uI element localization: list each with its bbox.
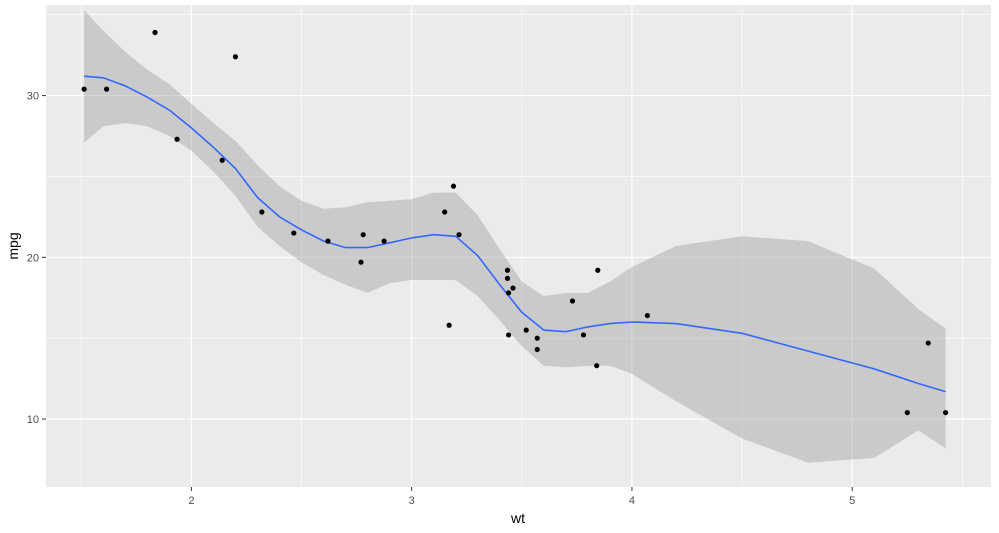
y-tick-label: 30 xyxy=(27,91,39,103)
data-point xyxy=(534,346,540,353)
data-point xyxy=(644,312,650,319)
data-point xyxy=(381,238,387,244)
data-point xyxy=(358,259,364,265)
x-axis-ticks: 2 3 4 5 xyxy=(188,487,855,507)
data-point xyxy=(450,183,457,189)
data-point xyxy=(594,363,600,369)
data-point xyxy=(360,232,366,238)
data-point xyxy=(904,409,910,416)
data-point xyxy=(595,267,601,273)
panel-background xyxy=(46,5,991,487)
smooth-line xyxy=(84,75,946,393)
y-axis-title: mpg xyxy=(5,232,21,259)
data-point xyxy=(943,409,949,416)
y-axis-ticks: 10 20 30 xyxy=(27,91,46,426)
data-point xyxy=(219,157,225,163)
data-point xyxy=(259,209,265,215)
y-tick-label: 20 xyxy=(27,252,39,264)
data-point xyxy=(442,209,448,215)
data-point xyxy=(446,322,452,328)
x-axis-title: wt xyxy=(510,510,525,526)
data-point xyxy=(291,230,297,236)
data-point xyxy=(325,238,331,244)
data-point xyxy=(504,275,511,281)
data-point xyxy=(505,290,512,296)
data-point xyxy=(580,332,587,338)
x-tick-label: 3 xyxy=(409,495,415,507)
data-point xyxy=(456,232,462,238)
data-point xyxy=(103,86,110,92)
confidence-band xyxy=(84,9,946,463)
data-point xyxy=(174,136,180,142)
data-point xyxy=(232,54,239,60)
data-point xyxy=(925,340,931,346)
data-point xyxy=(534,335,540,341)
data-points xyxy=(81,29,949,416)
data-point xyxy=(152,29,158,36)
x-tick-label: 4 xyxy=(629,495,635,507)
minor-gridlines xyxy=(46,5,991,487)
data-point xyxy=(505,332,512,338)
data-point xyxy=(510,285,516,291)
data-point xyxy=(81,86,87,92)
data-point xyxy=(504,267,511,273)
y-tick-label: 10 xyxy=(27,414,39,426)
data-point xyxy=(523,327,529,333)
major-gridlines xyxy=(46,5,991,487)
x-tick-label: 2 xyxy=(188,495,194,507)
x-tick-label: 5 xyxy=(849,495,855,507)
data-point xyxy=(569,298,576,304)
